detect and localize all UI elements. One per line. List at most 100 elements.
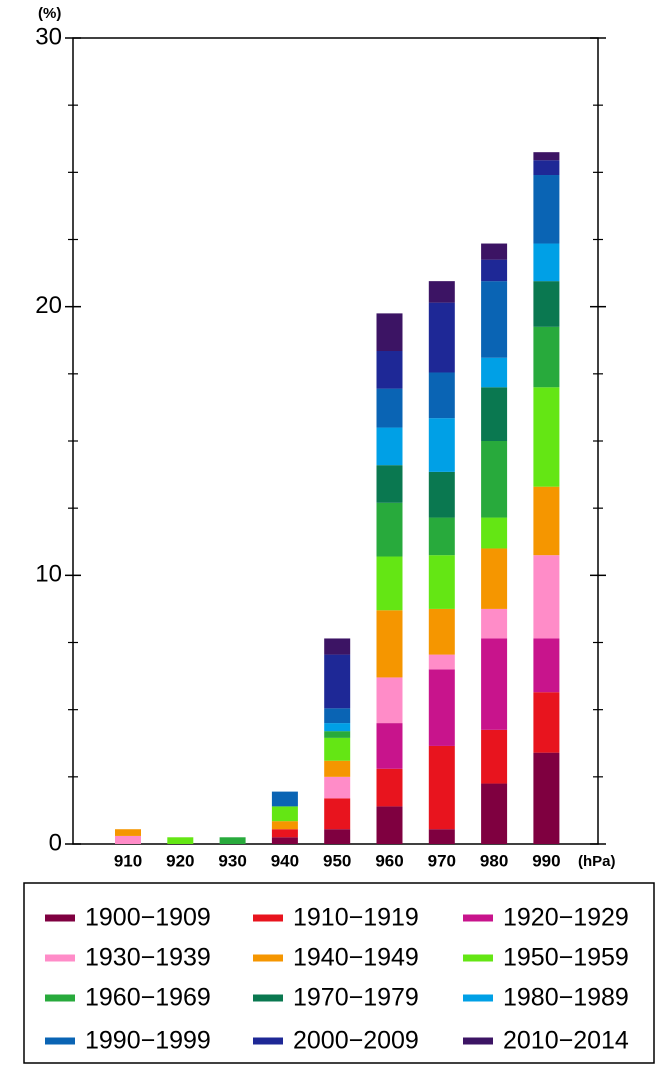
bar-segment <box>376 610 403 678</box>
y-tick-label: 10 <box>35 561 62 588</box>
legend-swatch <box>463 914 493 922</box>
legend-label: 1950−1959 <box>503 944 629 972</box>
legend-label: 1980−1989 <box>503 984 629 1012</box>
bar-segment <box>481 387 508 441</box>
legend-swatch <box>45 994 75 1002</box>
x-tick-label: 940 <box>271 851 299 870</box>
bar-segment <box>481 729 508 784</box>
legend-swatch <box>45 954 75 962</box>
legend-label: 2010−2014 <box>503 1027 629 1055</box>
bar-segment <box>428 471 455 518</box>
legend-swatch <box>45 1037 75 1045</box>
bar-segment <box>481 517 508 549</box>
bar-segment <box>428 555 455 609</box>
bar-segment <box>376 388 403 428</box>
bar-segment <box>376 768 403 807</box>
bar-segment <box>271 821 298 830</box>
bar-segment <box>376 313 403 351</box>
bar-segment <box>324 638 351 655</box>
bar-segment <box>533 152 560 161</box>
x-tick-label: 980 <box>480 851 508 870</box>
bar-segment <box>428 829 455 844</box>
legend-swatch <box>463 1037 493 1045</box>
legend-label: 1940−1949 <box>293 944 419 972</box>
bar-segment <box>428 654 455 670</box>
legend-frame <box>23 882 655 1064</box>
bar-segment <box>481 638 508 730</box>
bar-segment <box>428 517 455 556</box>
bar-segment <box>376 556 403 611</box>
bar-segment <box>271 829 298 838</box>
bar-segment <box>481 441 508 518</box>
bar-segment <box>428 418 455 472</box>
bar-segment <box>376 502 403 557</box>
bar-segment <box>533 387 560 487</box>
bar-segment <box>481 281 508 358</box>
bar-segment <box>271 791 298 807</box>
legend-label: 1930−1939 <box>85 944 211 972</box>
x-tick-label: 930 <box>218 851 246 870</box>
y-tick-label: 20 <box>35 292 62 319</box>
bar-segment <box>167 837 194 844</box>
bar-segment <box>533 175 560 244</box>
bar-segment <box>533 160 560 176</box>
x-unit-label: (hPa) <box>578 853 616 870</box>
bar-segment <box>481 608 508 639</box>
bar-segment <box>533 555 560 639</box>
bar-segment <box>428 281 455 303</box>
legend-label: 1910−1919 <box>293 904 419 932</box>
legend-swatch <box>463 994 493 1002</box>
bar-segment <box>428 302 455 373</box>
bar-segment <box>376 465 403 503</box>
bar-segment <box>271 837 298 844</box>
bar-segment <box>115 829 141 836</box>
legend-swatch <box>253 914 283 922</box>
legend-swatch <box>253 994 283 1002</box>
x-tick-label: 990 <box>532 851 560 870</box>
bar-segment <box>115 835 141 844</box>
bar-segment <box>219 837 246 844</box>
x-tick-label: 920 <box>166 851 194 870</box>
bar-segment <box>481 548 508 609</box>
bar-segment <box>428 372 455 419</box>
bar-segment <box>533 638 560 693</box>
bar-segment <box>376 723 403 769</box>
bar-segment <box>481 259 508 282</box>
x-tick-label: 960 <box>375 851 403 870</box>
legend-label: 1960−1969 <box>85 984 211 1012</box>
bar-segment <box>533 326 560 388</box>
legend-label: 1920−1929 <box>503 904 629 932</box>
bar-segment <box>428 669 455 746</box>
bar-segment <box>324 798 351 830</box>
bar-segment <box>324 760 351 777</box>
bar-segment <box>376 806 403 844</box>
x-tick-label: 950 <box>323 851 351 870</box>
legend-swatch <box>253 954 283 962</box>
y-unit-label: (%) <box>38 5 61 22</box>
bar-segment <box>428 608 455 655</box>
bar-segment <box>533 281 560 327</box>
bar-segment <box>376 350 403 389</box>
x-tick-label: 970 <box>428 851 456 870</box>
legend-label: 1990−1999 <box>85 1027 211 1055</box>
bar-segment <box>481 783 508 844</box>
bar-segment <box>324 723 351 732</box>
bar-segment <box>533 752 560 844</box>
bar-segment <box>324 829 351 844</box>
bar-segment <box>481 357 508 388</box>
y-tick-label: 0 <box>49 829 62 856</box>
bar-segment <box>271 806 298 822</box>
bar-segment <box>376 427 403 466</box>
legend-swatch <box>253 1037 283 1045</box>
legend-label: 1970−1979 <box>293 984 419 1012</box>
bar-segment <box>533 692 560 753</box>
y-tick-label: 30 <box>35 23 62 50</box>
bar-segment <box>533 243 560 282</box>
bar-segment <box>428 745 455 830</box>
bar-segment <box>533 486 560 556</box>
legend-label: 2000−2009 <box>293 1027 419 1055</box>
bar-segment <box>324 654 351 709</box>
bar-segment <box>324 737 351 761</box>
